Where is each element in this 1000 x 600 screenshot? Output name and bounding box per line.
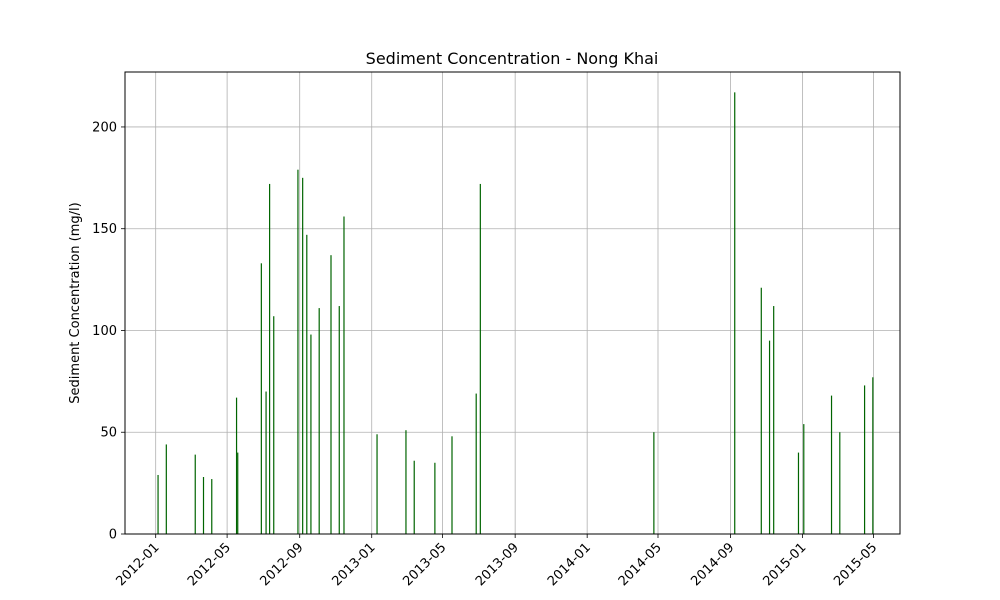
- bar: [318, 308, 320, 534]
- bar: [297, 169, 299, 534]
- bar: [306, 234, 308, 534]
- grid-lines: [125, 72, 900, 535]
- bar: [863, 385, 866, 534]
- x-tick-label: 2012-01: [113, 540, 162, 589]
- bar: [734, 92, 736, 535]
- bar: [310, 334, 312, 534]
- bar: [265, 391, 267, 534]
- bar: [338, 306, 340, 534]
- bar: [273, 316, 275, 534]
- x-tick-label: 2014-01: [545, 540, 594, 589]
- y-axis-label: Sediment Concentration (mg/l): [68, 202, 83, 403]
- y-tick-label: 0: [109, 528, 117, 543]
- bar: [260, 263, 262, 534]
- bar: [872, 377, 874, 534]
- bar: [773, 306, 775, 534]
- x-tick-label: 2014-05: [616, 540, 665, 589]
- bar: [479, 183, 481, 534]
- bar: [653, 432, 655, 534]
- bar: [202, 477, 205, 534]
- y-tick-label: 200: [92, 120, 117, 135]
- bar: [803, 424, 805, 534]
- x-tick-label: 2013-05: [400, 540, 449, 589]
- bar: [211, 479, 213, 534]
- bar: [451, 436, 453, 534]
- bar: [165, 444, 167, 534]
- bar: [235, 397, 238, 534]
- x-ticks: 2012-01 2012-05 2012-09 2013-01 2013-05 2013-…: [113, 534, 880, 589]
- y-tick-label: 50: [100, 426, 117, 441]
- bar: [157, 474, 159, 534]
- x-tick-label: 2013-09: [473, 540, 522, 589]
- x-tick-label: 2013-01: [330, 540, 379, 589]
- y-ticks: 0 50 100 150 200: [92, 120, 125, 543]
- bar: [434, 462, 436, 534]
- bar: [797, 452, 800, 534]
- bar: [839, 432, 841, 534]
- y-tick-label: 100: [92, 324, 117, 339]
- x-tick-label: 2015-01: [760, 540, 809, 589]
- bar: [330, 255, 332, 534]
- bar: [376, 434, 378, 534]
- bar: [830, 395, 833, 534]
- chart-title: Sediment Concentration - Nong Khai: [366, 49, 659, 68]
- bar: [302, 177, 304, 535]
- bar: [760, 287, 762, 534]
- x-tick-label: 2015-05: [831, 540, 880, 589]
- x-tick-label: 2012-09: [258, 540, 307, 589]
- bar: [405, 430, 407, 534]
- y-tick-label: 150: [92, 222, 117, 237]
- plot-frame: [124, 71, 901, 535]
- bar: [768, 340, 771, 534]
- bar: [343, 216, 345, 534]
- bar: [194, 454, 196, 534]
- bar: [475, 393, 477, 534]
- bar: [413, 460, 415, 534]
- x-tick-label: 2012-05: [185, 540, 234, 589]
- bars-group: [157, 92, 874, 535]
- bar: [269, 183, 271, 534]
- x-tick-label: 2014-09: [688, 540, 737, 589]
- bar: [237, 452, 239, 534]
